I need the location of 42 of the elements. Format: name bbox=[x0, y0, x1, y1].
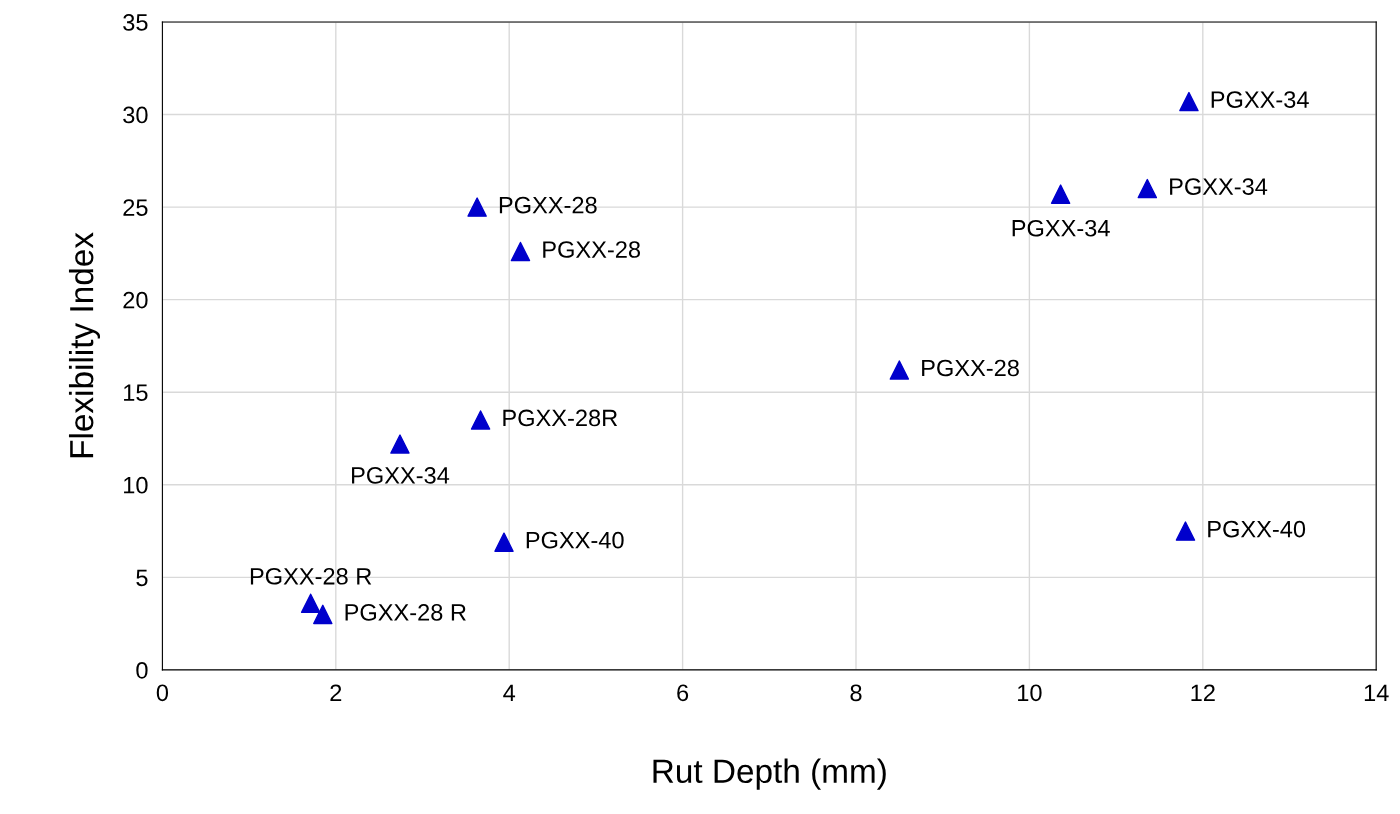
annotation: PGXX-28 bbox=[922, 359, 1019, 377]
y-tick-label: 10 bbox=[124, 476, 148, 494]
x-tick-label: 10 bbox=[1018, 684, 1042, 702]
y-tick-label: 20 bbox=[123, 291, 148, 309]
annotation: PGXX-28 R bbox=[250, 567, 372, 585]
x-tick-label: 14 bbox=[1364, 684, 1389, 701]
x-tick-label: 6 bbox=[677, 684, 689, 702]
annotation: PGXX-28 bbox=[543, 241, 641, 258]
annotation: PGXX-34 bbox=[1211, 91, 1309, 108]
point bbox=[1175, 521, 1196, 541]
point bbox=[889, 360, 910, 380]
annotation: PGXX-34 bbox=[1170, 178, 1268, 195]
point bbox=[1179, 91, 1199, 112]
point bbox=[467, 197, 487, 217]
point bbox=[1050, 184, 1071, 204]
point bbox=[300, 593, 321, 614]
annotation: PGXX-34 bbox=[352, 467, 450, 484]
annotation: PGXX-34 bbox=[1012, 219, 1110, 237]
annotation: PGXX-28 R bbox=[345, 604, 466, 621]
y-axis-title: Flexibility Index bbox=[68, 232, 101, 458]
annotation: PGXX-28R bbox=[503, 409, 618, 427]
point bbox=[470, 410, 491, 430]
y-tick-label: 0 bbox=[136, 661, 148, 679]
point bbox=[510, 241, 531, 262]
annotation: PGXX-40 bbox=[1208, 520, 1306, 538]
x-tick-label: 0 bbox=[156, 684, 169, 702]
annotation: PGXX-40 bbox=[526, 531, 624, 549]
point bbox=[1137, 178, 1158, 199]
y-tick-label: 35 bbox=[123, 14, 148, 31]
point bbox=[313, 604, 333, 625]
x-axis-title: Rut Depth (mm) bbox=[653, 758, 886, 790]
x-tick-label: 4 bbox=[503, 684, 516, 701]
y-tick-label: 30 bbox=[123, 106, 148, 124]
point bbox=[390, 434, 410, 454]
y-tick-label: 15 bbox=[124, 384, 148, 402]
y-tick-label: 25 bbox=[123, 199, 148, 216]
annotation: PGXX-28 bbox=[499, 196, 597, 214]
x-tick-label: 8 bbox=[850, 684, 862, 702]
x-tick-label: 12 bbox=[1191, 684, 1215, 701]
x-tick-label: 2 bbox=[330, 684, 342, 701]
point bbox=[494, 532, 514, 552]
y-tick-label: 5 bbox=[136, 569, 148, 587]
